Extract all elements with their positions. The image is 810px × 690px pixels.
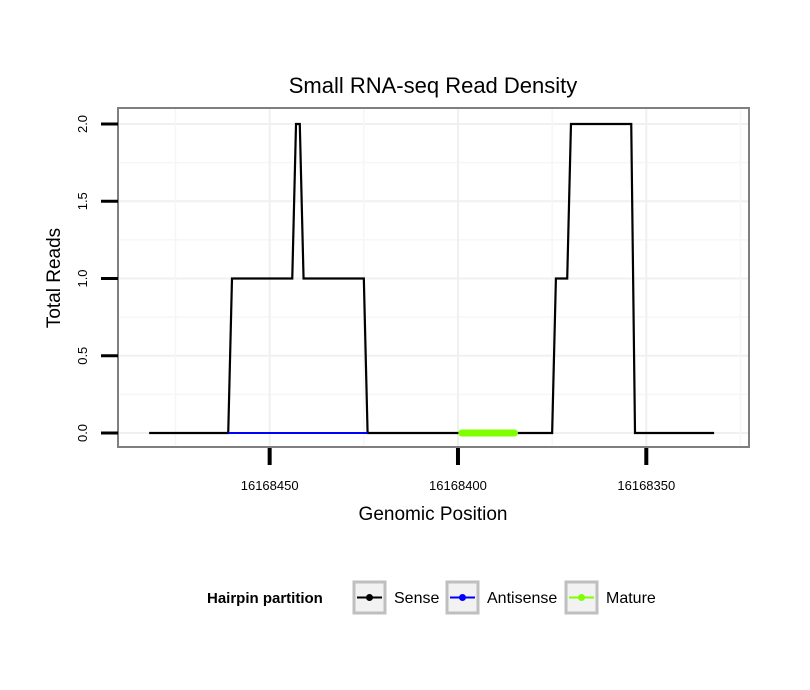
x-tick-label: 16168350 (617, 478, 675, 493)
legend-label-antisense: Antisense (487, 590, 557, 607)
y-axis-title: Total Reads (44, 228, 65, 328)
series-layer (149, 122, 715, 437)
chart-title: Small RNA-seq Read Density (289, 73, 578, 98)
grid (119, 109, 748, 446)
x-tick-label: 16168400 (429, 478, 487, 493)
legend-key-point (459, 594, 466, 601)
y-tick-label: 1.5 (75, 192, 90, 210)
y-tick-label: 2.0 (75, 115, 90, 133)
y-tick-label: 0.0 (75, 424, 90, 442)
legend-key-point (366, 594, 373, 601)
series-line-sense (149, 122, 715, 435)
y-axis: 0.0 0.5 1.0 1.5 2.0 (75, 115, 118, 442)
x-axis: 16168450 16168400 16168350 (241, 448, 675, 493)
legend-label-sense: Sense (394, 590, 439, 607)
legend: Hairpin partition Sense Antisense Mature (207, 580, 656, 615)
legend-label-mature: Mature (606, 590, 656, 607)
legend-title: Hairpin partition (207, 590, 323, 607)
y-tick-label: 0.5 (75, 347, 90, 365)
x-tick-label: 16168450 (241, 478, 299, 493)
legend-key-point (578, 594, 585, 601)
y-tick-label: 1.0 (75, 269, 90, 287)
x-axis-title: Genomic Position (359, 504, 508, 525)
